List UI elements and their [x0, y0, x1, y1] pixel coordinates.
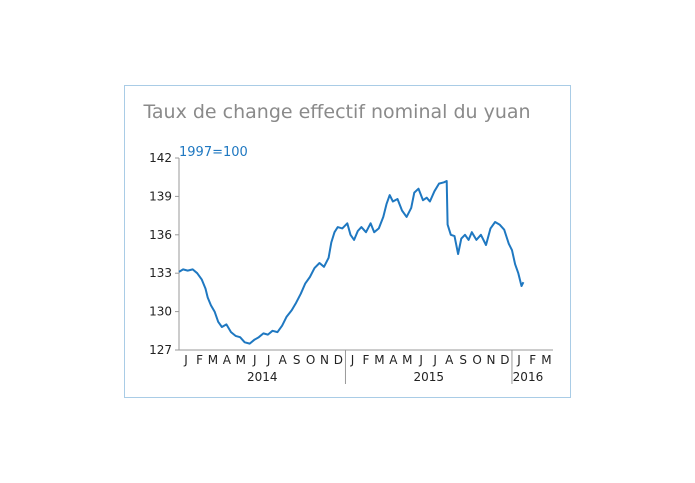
x-tick-label: S — [459, 353, 467, 367]
year-label: 2014 — [247, 370, 278, 384]
x-tick-label: M — [374, 353, 384, 367]
x-tick-label: M — [402, 353, 412, 367]
y-tick-label: 133 — [149, 266, 172, 280]
y-tick-label: 142 — [149, 151, 172, 165]
x-tick-label: O — [306, 353, 315, 367]
x-tick-label: N — [320, 353, 329, 367]
chart-title: Taux de change effectif nominal du yuan — [142, 101, 530, 123]
x-tick-label: M — [236, 353, 246, 367]
x-tick-label: J — [183, 353, 188, 367]
x-tick-label: A — [445, 353, 454, 367]
unit-label: 1997=100 — [179, 145, 248, 160]
x-tick-label: D — [334, 353, 343, 367]
year-label: 2016 — [513, 370, 544, 384]
x-tick-label: A — [223, 353, 232, 367]
x-tick-label: O — [472, 353, 481, 367]
x-tick-label: J — [432, 353, 437, 367]
x-tick-label: J — [266, 353, 271, 367]
x-tick-label: M — [541, 353, 551, 367]
x-tick-label: D — [500, 353, 509, 367]
x-tick-label: J — [252, 353, 257, 367]
y-axis: 142 139 136 133 130 127 — [149, 151, 180, 357]
y-tick-label: 139 — [149, 189, 172, 203]
x-tick-label: A — [279, 353, 288, 367]
x-tick-label: J — [350, 353, 355, 367]
x-tick-label: F — [529, 353, 536, 367]
year-label: 2015 — [413, 370, 444, 384]
x-tick-label: M — [208, 353, 218, 367]
x-tick-label: J — [516, 353, 521, 367]
x-tick-label: J — [418, 353, 423, 367]
x-tick-label: A — [389, 353, 398, 367]
y-tick-label: 130 — [149, 305, 172, 319]
x-tick-label: S — [293, 353, 301, 367]
chart-frame: Taux de change effectif nominal du yuan … — [124, 85, 571, 398]
x-tick-label: N — [486, 353, 495, 367]
x-tick-label: F — [196, 353, 203, 367]
series-line — [178, 180, 525, 345]
y-tick-label: 127 — [149, 343, 172, 357]
line-chart: Taux de change effectif nominal du yuan … — [142, 101, 553, 384]
y-tick-label: 136 — [149, 228, 172, 242]
x-tick-label: F — [363, 353, 370, 367]
